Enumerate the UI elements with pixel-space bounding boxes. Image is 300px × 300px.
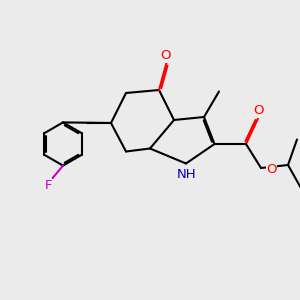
Text: O: O	[161, 49, 171, 62]
Text: O: O	[266, 163, 277, 176]
Text: NH: NH	[177, 167, 196, 181]
Text: O: O	[253, 104, 264, 118]
Text: F: F	[44, 178, 52, 192]
